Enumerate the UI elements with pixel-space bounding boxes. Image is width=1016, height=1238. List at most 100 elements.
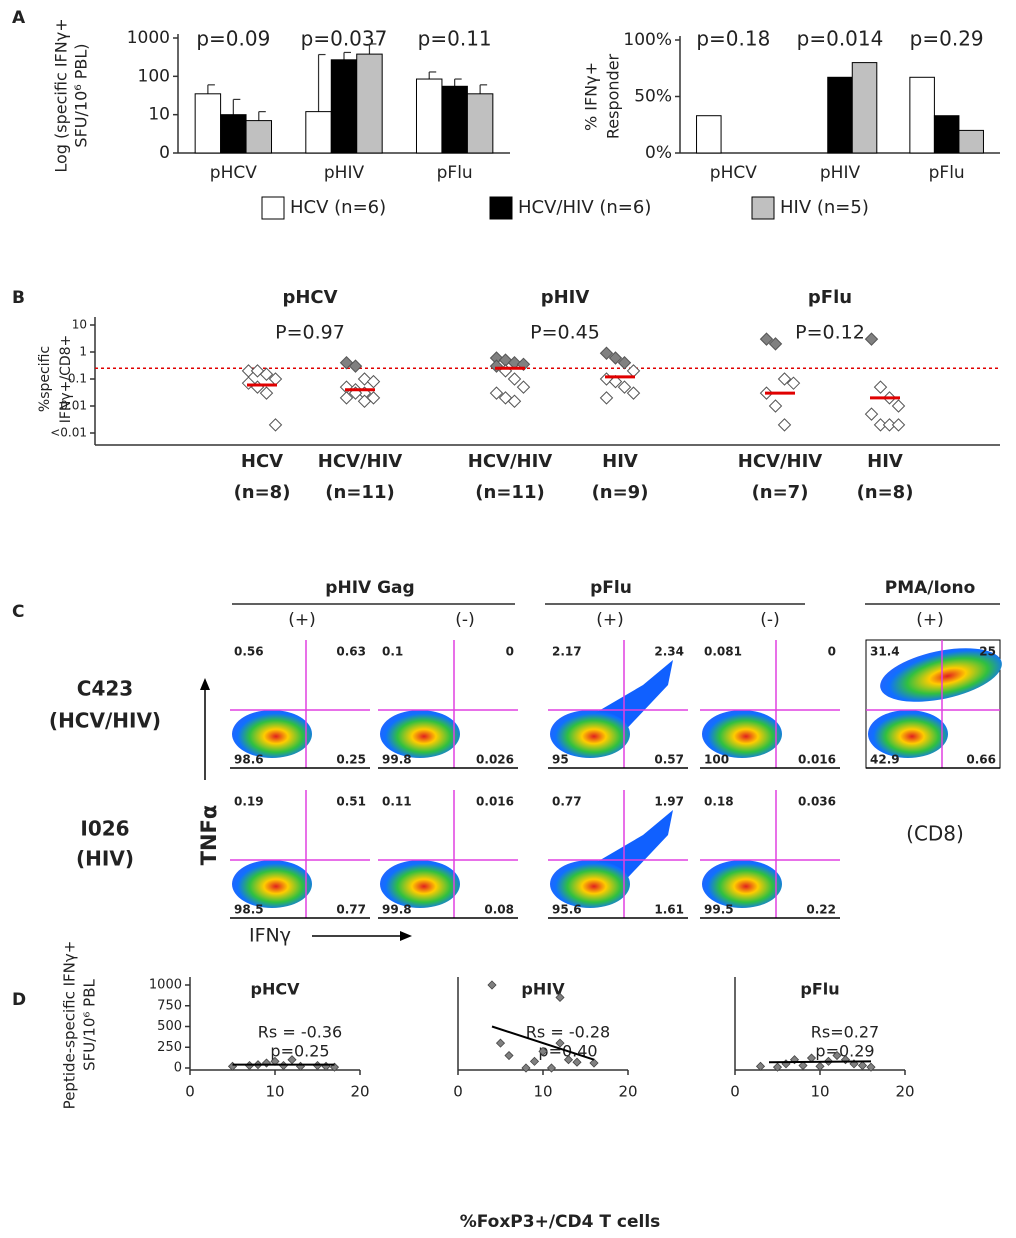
arrow-head <box>400 931 412 941</box>
x-tick-label: pHIV <box>324 163 365 183</box>
data-point <box>815 1061 825 1071</box>
data-point <box>755 1061 766 1071</box>
data-point <box>882 418 897 432</box>
quadrant-value: 0.57 <box>654 753 684 767</box>
legend-label: HCV (n=6) <box>290 197 386 218</box>
data-point <box>864 407 879 421</box>
data-point <box>538 1046 548 1056</box>
data-point <box>507 394 522 408</box>
bar <box>696 115 722 154</box>
data-point <box>563 1055 574 1065</box>
quadrant-value: 95 <box>552 753 569 767</box>
legend-label: HIV (n=5) <box>780 197 869 218</box>
bar <box>827 76 853 154</box>
x-tick-label: 0 <box>185 1083 195 1101</box>
annotation: p=0.25 <box>270 1042 329 1061</box>
quadrant-value: 31.4 <box>870 645 900 659</box>
data-point <box>873 380 888 394</box>
fit-line <box>768 1060 872 1064</box>
population <box>702 710 782 758</box>
panel-letter: C <box>12 602 24 622</box>
quadrant-value: 0.22 <box>806 903 836 917</box>
group-header: pFlu <box>808 287 852 308</box>
population <box>868 710 948 758</box>
x-tick-label: 20 <box>895 1083 914 1101</box>
data-point <box>857 1060 868 1071</box>
group-header: pHIV <box>541 287 590 308</box>
x-tick-label: pHCV <box>210 163 257 183</box>
arrow-head <box>200 678 210 690</box>
y-tick-label: 0 <box>159 143 170 163</box>
data-point <box>348 359 363 373</box>
flow-plot: 0.11 0.016 99.8 0.08 <box>378 790 518 919</box>
y-tick-label: 0% <box>645 143 672 163</box>
column-header: pFlu <box>590 578 632 598</box>
quadrant-value: 2.34 <box>654 645 684 659</box>
x-tick-label: HCV/HIV <box>468 451 553 472</box>
x-tick-label: 10 <box>265 1083 284 1101</box>
data-point <box>357 394 372 408</box>
row-label: (HCV/HIV) <box>49 709 161 733</box>
quadrant-value: 0 <box>506 645 514 659</box>
data-point <box>617 356 632 370</box>
quadrant-value: 0.77 <box>336 903 366 917</box>
y-axis-label: % IFNγ+ <box>582 62 601 131</box>
x-tick-label: 20 <box>350 1083 369 1101</box>
p-value: P=0.45 <box>530 322 600 344</box>
population <box>232 710 312 758</box>
y-axis-label: SFU/10⁶ PBL) <box>72 43 91 147</box>
quadrant-value: 0.77 <box>552 795 582 809</box>
quadrant-value: 25 <box>979 645 996 659</box>
data-point <box>599 391 614 405</box>
legend-swatch <box>261 196 285 220</box>
quadrant-value: 0.19 <box>234 795 264 809</box>
x-tick-label: (n=8) <box>857 482 914 503</box>
bar <box>194 93 222 154</box>
data-point <box>759 332 774 346</box>
bar <box>245 120 273 154</box>
legend-swatch <box>751 196 775 220</box>
data-point <box>626 386 641 400</box>
y-tick-label: 100 <box>138 66 170 86</box>
data-point <box>777 418 792 432</box>
p-value: p=0.29 <box>910 27 984 51</box>
bar <box>466 93 494 154</box>
flow-plot: 0.19 0.51 98.5 0.77 <box>230 790 370 919</box>
x-tick-label: 10 <box>533 1083 552 1101</box>
annotation: Rs = -0.36 <box>258 1023 342 1042</box>
p-value: p=0.014 <box>797 27 884 51</box>
panel-letter: B <box>12 288 25 308</box>
flow-plot: 0.1 0 99.8 0.026 <box>378 640 518 769</box>
y-axis-label: Peptide-specific IFNγ+ <box>61 941 79 1110</box>
quadrant-value: 0.56 <box>234 645 264 659</box>
flow-plot: 2.17 2.34 95 0.57 <box>548 640 688 769</box>
y-tick-label: 0.01 <box>60 399 87 413</box>
flow-plot: 31.4 25 42.9 0.66 <box>865 639 1002 769</box>
bar <box>220 114 247 154</box>
population <box>380 710 460 758</box>
data-point <box>259 386 274 400</box>
row-label: (HIV) <box>76 847 134 871</box>
data-point <box>608 374 623 389</box>
quadrant-value: 0.08 <box>484 903 514 917</box>
quadrant-value: 99.8 <box>382 903 412 917</box>
data-point <box>507 372 522 386</box>
y-tick-label: 250 <box>157 1040 182 1055</box>
data-point <box>772 1062 783 1072</box>
y-tick-label: 1000 <box>149 978 182 993</box>
column-header: pHIV Gag <box>325 578 414 598</box>
y-tick-label: 0 <box>174 1061 182 1076</box>
data-point <box>366 374 381 389</box>
data-point <box>608 351 623 365</box>
x-tick-label: 20 <box>618 1083 637 1101</box>
data-point <box>546 1063 557 1073</box>
data-point <box>873 418 888 432</box>
data-point <box>495 1038 506 1048</box>
quadrant-value: 42.9 <box>870 753 900 767</box>
y-tick-label: 1 <box>79 345 87 359</box>
data-point <box>339 391 354 405</box>
data-point <box>555 992 565 1003</box>
bar <box>933 115 960 154</box>
bar <box>441 85 468 154</box>
